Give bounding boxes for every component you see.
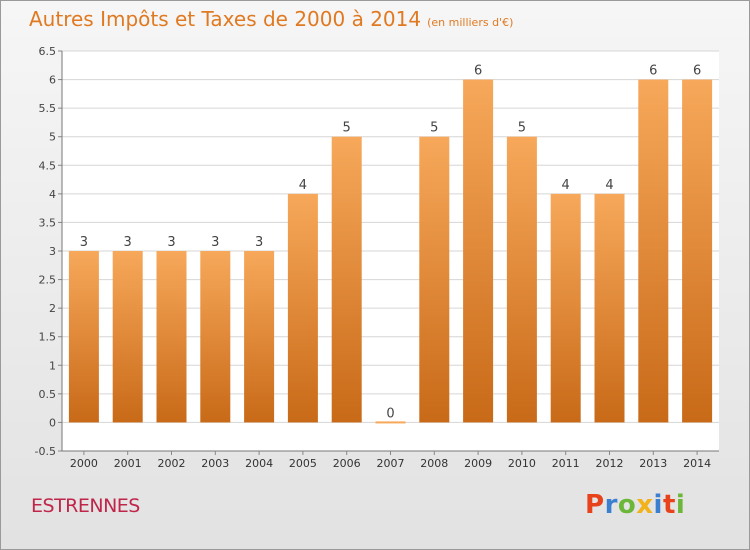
y-tick-label: 1.5: [39, 331, 57, 344]
chart-title-text: Autres Impôts et Taxes de 2000 à 2014: [29, 7, 422, 31]
bar: [68, 251, 99, 423]
x-tick-label: 2007: [377, 457, 405, 470]
bar: [682, 79, 713, 423]
bar-value-label: 4: [605, 178, 613, 193]
bar: [463, 79, 494, 423]
x-tick-label: 2011: [552, 457, 580, 470]
bar-value-label: 5: [430, 121, 438, 136]
logo-letter: P: [585, 490, 605, 520]
x-tick-label: 2005: [289, 457, 317, 470]
x-tick-label: 2002: [158, 457, 186, 470]
y-tick-label: 3: [49, 245, 56, 258]
y-tick-label: 2: [49, 302, 56, 315]
bar-value-label: 4: [299, 178, 307, 193]
chart-title: Autres Impôts et Taxes de 2000 à 2014 (en…: [29, 7, 513, 31]
bar-value-label: 5: [518, 121, 526, 136]
bar-value-label: 3: [167, 235, 175, 250]
bar: [287, 193, 318, 423]
bar: [375, 421, 406, 424]
y-tick-label: 4: [49, 188, 56, 201]
bar: [200, 251, 231, 423]
bar-value-label: 0: [386, 406, 394, 421]
bar: [156, 251, 187, 423]
logo-letter: i: [675, 490, 686, 520]
y-tick-label: 2.5: [39, 274, 57, 287]
chart-subtitle: (en milliers d'€): [427, 16, 514, 29]
y-tick-label: -0.5: [35, 445, 56, 458]
x-tick-label: 2010: [508, 457, 536, 470]
y-tick-label: 3.5: [39, 216, 57, 229]
bar-value-label: 3: [211, 235, 219, 250]
y-tick-label: 5: [49, 131, 56, 144]
x-tick-label: 2006: [333, 457, 361, 470]
bar: [550, 193, 581, 423]
bar-value-label: 5: [343, 121, 351, 136]
logo-letter: i: [653, 490, 663, 520]
bar-value-label: 3: [124, 235, 132, 250]
commune-name: ESTRENNES: [31, 495, 140, 517]
x-tick-label: 2008: [420, 457, 448, 470]
y-tick-label: 6.5: [39, 45, 57, 58]
proxiti-logo: Proxiti: [585, 490, 685, 520]
bar: [331, 136, 362, 423]
x-tick-label: 2009: [464, 457, 492, 470]
logo-letter: x: [636, 490, 654, 520]
y-tick-label: 1: [49, 359, 56, 372]
bar: [594, 193, 625, 423]
y-tick-label: 0.5: [39, 388, 57, 401]
bar: [419, 136, 450, 423]
bar-value-label: 3: [80, 235, 88, 250]
bar-value-label: 6: [474, 64, 482, 79]
bar-value-label: 3: [255, 235, 263, 250]
x-tick-label: 2001: [114, 457, 142, 470]
logo-letter: r: [604, 490, 618, 520]
bar: [638, 79, 669, 423]
y-tick-label: 0: [49, 416, 56, 429]
x-tick-label: 2003: [201, 457, 229, 470]
y-tick-label: 6: [49, 74, 56, 87]
bar: [244, 251, 275, 423]
bar: [506, 136, 537, 423]
x-tick-label: 2013: [639, 457, 667, 470]
logo-letter: t: [662, 490, 676, 520]
x-tick-label: 2004: [245, 457, 273, 470]
bar: [112, 251, 143, 423]
x-tick-label: 2000: [70, 457, 98, 470]
y-tick-label: 5.5: [39, 102, 57, 115]
logo-letter: o: [617, 490, 637, 520]
bar-value-label: 6: [693, 64, 701, 79]
x-tick-label: 2012: [596, 457, 624, 470]
y-tick-label: 4.5: [39, 159, 57, 172]
bar-value-label: 6: [649, 64, 657, 79]
bar-value-label: 4: [562, 178, 570, 193]
x-tick-label: 2014: [683, 457, 711, 470]
